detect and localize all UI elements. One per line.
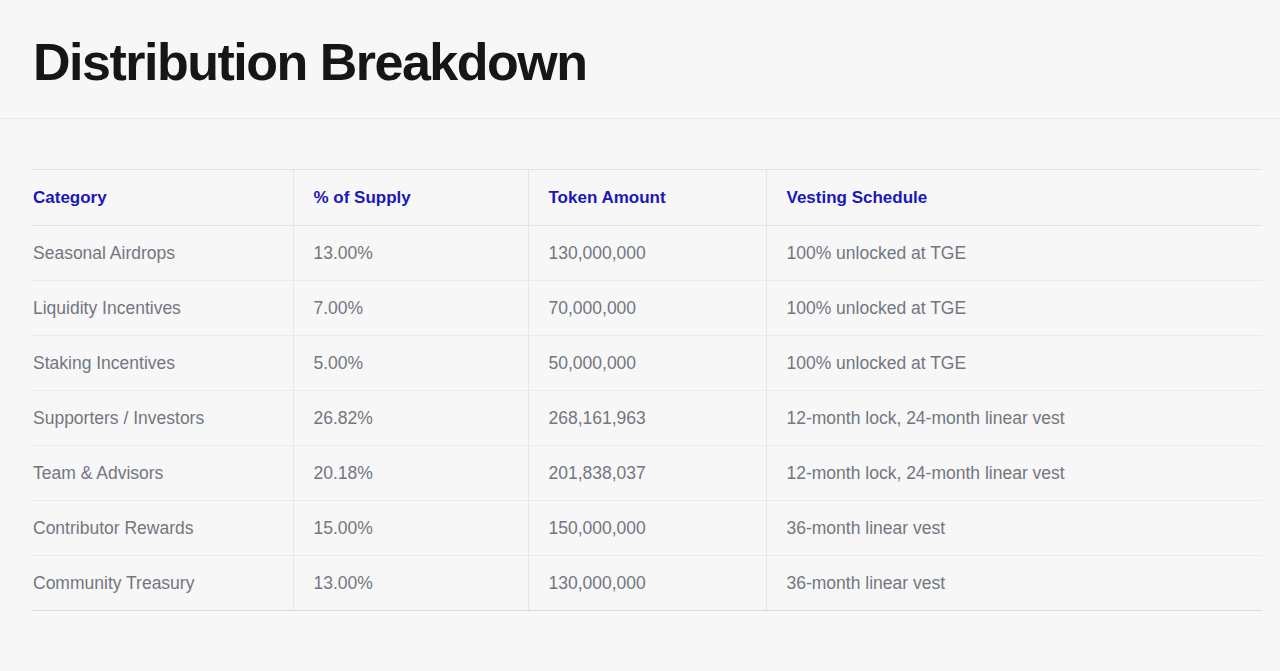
cell-category: Seasonal Airdrops [32, 226, 293, 281]
cell-supply: 13.00% [293, 226, 528, 281]
cell-category: Contributor Rewards [32, 501, 293, 556]
cell-token-amount: 70,000,000 [528, 281, 766, 336]
table-row: Team & Advisors 20.18% 201,838,037 12-mo… [32, 446, 1262, 501]
table-row: Seasonal Airdrops 13.00% 130,000,000 100… [32, 226, 1262, 281]
table-row: Contributor Rewards 15.00% 150,000,000 3… [32, 501, 1262, 556]
column-header-supply: % of Supply [293, 170, 528, 226]
cell-category: Staking Incentives [32, 336, 293, 391]
cell-vesting: 36-month linear vest [766, 556, 1262, 611]
cell-vesting: 12-month lock, 24-month linear vest [766, 391, 1262, 446]
table-header-row: Category % of Supply Token Amount Vestin… [32, 170, 1262, 226]
table-row: Community Treasury 13.00% 130,000,000 36… [32, 556, 1262, 611]
page-header: Distribution Breakdown [0, 0, 1280, 119]
column-header-token-amount: Token Amount [528, 170, 766, 226]
cell-token-amount: 50,000,000 [528, 336, 766, 391]
table-body: Seasonal Airdrops 13.00% 130,000,000 100… [32, 226, 1262, 611]
cell-supply: 26.82% [293, 391, 528, 446]
table-header: Category % of Supply Token Amount Vestin… [32, 170, 1262, 226]
cell-vesting: 12-month lock, 24-month linear vest [766, 446, 1262, 501]
cell-supply: 13.00% [293, 556, 528, 611]
cell-supply: 7.00% [293, 281, 528, 336]
cell-category: Liquidity Incentives [32, 281, 293, 336]
column-header-category: Category [32, 170, 293, 226]
cell-supply: 5.00% [293, 336, 528, 391]
cell-supply: 20.18% [293, 446, 528, 501]
column-header-vesting: Vesting Schedule [766, 170, 1262, 226]
cell-vesting: 100% unlocked at TGE [766, 281, 1262, 336]
cell-token-amount: 130,000,000 [528, 556, 766, 611]
cell-vesting: 100% unlocked at TGE [766, 336, 1262, 391]
cell-category: Team & Advisors [32, 446, 293, 501]
table-row: Supporters / Investors 26.82% 268,161,96… [32, 391, 1262, 446]
cell-token-amount: 130,000,000 [528, 226, 766, 281]
table-row: Liquidity Incentives 7.00% 70,000,000 10… [32, 281, 1262, 336]
cell-category: Supporters / Investors [32, 391, 293, 446]
cell-vesting: 36-month linear vest [766, 501, 1262, 556]
cell-vesting: 100% unlocked at TGE [766, 226, 1262, 281]
cell-token-amount: 201,838,037 [528, 446, 766, 501]
distribution-table: Category % of Supply Token Amount Vestin… [32, 169, 1262, 611]
cell-token-amount: 268,161,963 [528, 391, 766, 446]
distribution-section: Category % of Supply Token Amount Vestin… [32, 169, 1260, 611]
cell-token-amount: 150,000,000 [528, 501, 766, 556]
page-title: Distribution Breakdown [33, 31, 1247, 93]
table-row: Staking Incentives 5.00% 50,000,000 100%… [32, 336, 1262, 391]
cell-supply: 15.00% [293, 501, 528, 556]
cell-category: Community Treasury [32, 556, 293, 611]
